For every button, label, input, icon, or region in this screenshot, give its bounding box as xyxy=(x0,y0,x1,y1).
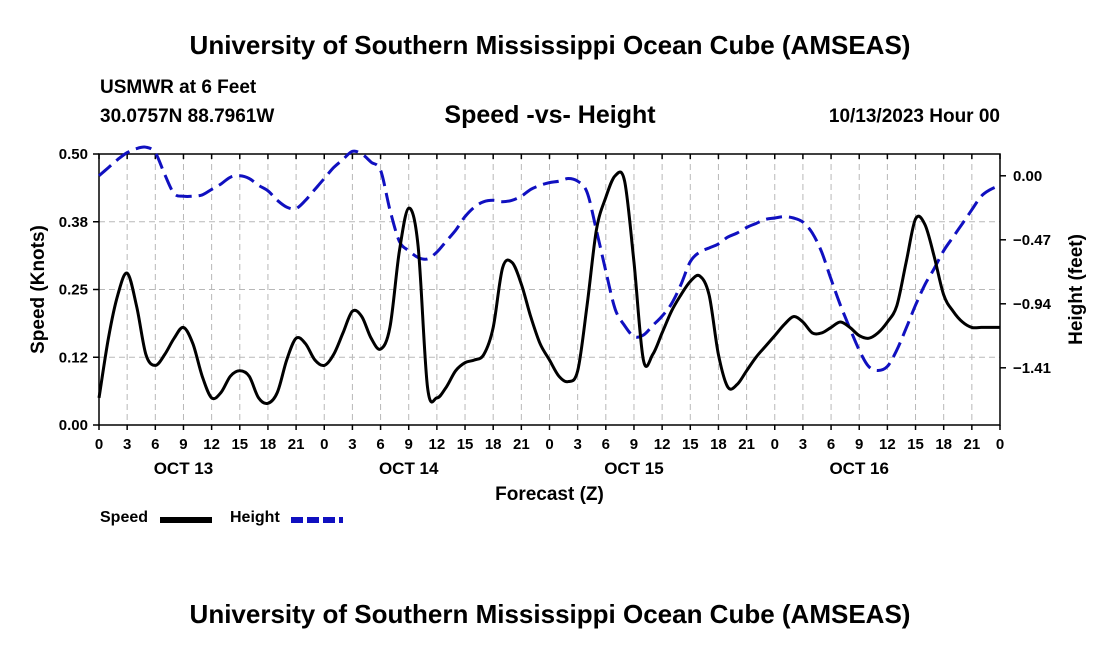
y2-tick-label: −0.94 xyxy=(1013,296,1052,313)
y-tick-label: 0.12 xyxy=(59,349,88,366)
x-tick-label: 18 xyxy=(260,436,277,453)
legend-height-label: Height xyxy=(230,509,280,526)
x-tick-label: 6 xyxy=(376,436,384,453)
y2-tick-label: −1.41 xyxy=(1013,360,1051,377)
x-tick-label: 0 xyxy=(320,436,328,453)
x-tick-label: 0 xyxy=(771,436,779,453)
day-label: OCT 14 xyxy=(379,459,439,478)
y-axis-title: Speed (Knots) xyxy=(28,225,49,354)
x-tick-label: 18 xyxy=(935,436,952,453)
speed-series-line xyxy=(97,170,1000,406)
x-tick-label: 12 xyxy=(879,436,896,453)
day-label: OCT 16 xyxy=(829,459,889,478)
x-tick-label: 0 xyxy=(545,436,553,453)
x-tick-label: 15 xyxy=(907,436,924,453)
x-tick-label: 21 xyxy=(288,436,305,453)
x-tick-label: 18 xyxy=(710,436,727,453)
x-tick-label: 9 xyxy=(855,436,863,453)
x-tick-label: 3 xyxy=(348,436,356,453)
x-tick-label: 0 xyxy=(95,436,103,453)
x-tick-label: 15 xyxy=(457,436,474,453)
x-tick-label: 6 xyxy=(151,436,159,453)
x-tick-label: 21 xyxy=(964,436,981,453)
x-tick-label: 3 xyxy=(123,436,131,453)
y2-tick-label: −0.47 xyxy=(1013,232,1051,249)
x-tick-label: 21 xyxy=(738,436,755,453)
x-tick-label: 21 xyxy=(513,436,530,453)
x-tick-label: 6 xyxy=(602,436,610,453)
x-tick-label: 9 xyxy=(630,436,638,453)
x-tick-label: 15 xyxy=(682,436,699,453)
coordinates-label: 30.0757N 88.7961W xyxy=(100,106,275,127)
station-label: USMWR at 6 Feet xyxy=(100,77,257,98)
y2-axis-title: Height (feet) xyxy=(1066,234,1087,345)
y-tick-label: 0.38 xyxy=(59,214,88,231)
speed-height-chart: 0 3 6 9 12 15 18 21 0 3 6 9 12 15 18 21 0 3 6 9 12 15 18 21 0 3 6 9… xyxy=(28,145,1087,523)
plot-frame xyxy=(98,153,1001,426)
x-tick-label: 15 xyxy=(231,436,248,453)
legend-speed-label: Speed xyxy=(100,509,149,526)
x-tick-label: 0 xyxy=(996,436,1004,453)
x-tick-label: 3 xyxy=(799,436,807,453)
x-tick-label: 12 xyxy=(654,436,671,453)
height-series-line xyxy=(98,145,1001,373)
footer-title: University of Southern Mississippi Ocean… xyxy=(189,599,911,629)
chart-subtitle: Speed -vs- Height xyxy=(444,101,656,129)
x-tick-label: 6 xyxy=(827,436,835,453)
y-tick-label: 0.50 xyxy=(59,146,88,163)
day-label: OCT 13 xyxy=(154,459,214,478)
x-tick-label: 12 xyxy=(429,436,446,453)
x-tick-label: 9 xyxy=(405,436,413,453)
y-tick-label: 0.25 xyxy=(59,282,88,299)
y-tick-label: 0.00 xyxy=(59,417,88,434)
day-label: OCT 15 xyxy=(604,459,664,478)
main-title: University of Southern Mississippi Ocean… xyxy=(189,30,911,60)
x-tick-label: 18 xyxy=(485,436,502,453)
y2-tick-label: 0.00 xyxy=(1013,168,1042,185)
x-axis-title: Forecast (Z) xyxy=(495,484,604,505)
x-tick-label: 12 xyxy=(203,436,220,453)
x-tick-label: 3 xyxy=(573,436,581,453)
forecast-datetime: 10/13/2023 Hour 00 xyxy=(828,106,1000,127)
x-tick-label: 9 xyxy=(179,436,187,453)
